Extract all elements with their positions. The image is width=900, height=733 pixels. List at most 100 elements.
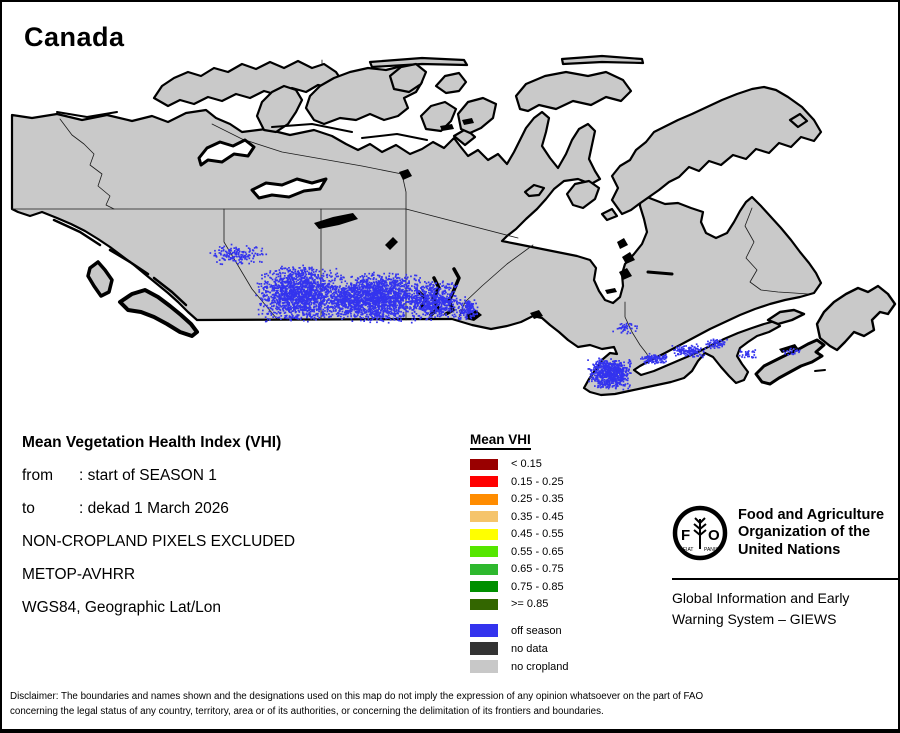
fao-logo-icon: F O FIAT PANIS bbox=[672, 505, 728, 561]
vhi-legend-row: < 0.15 bbox=[470, 458, 569, 470]
info-to: to : dekad 1 March 2026 bbox=[22, 500, 295, 517]
arctic-coast-texture bbox=[56, 111, 428, 141]
queen-maud-islands bbox=[440, 118, 474, 131]
vhi-legend-row: 0.35 - 0.45 bbox=[470, 511, 569, 523]
vhi-legend-row: 0.65 - 0.75 bbox=[470, 563, 569, 575]
other-legend-row: no data bbox=[470, 642, 569, 655]
giews-line1: Global Information and Early bbox=[672, 590, 850, 606]
haida-gwaii bbox=[86, 260, 114, 298]
fao-org-name: Food and Agriculture Organization of the… bbox=[738, 507, 884, 560]
southampton-island bbox=[565, 179, 601, 210]
mainland-landmass bbox=[10, 108, 823, 397]
great-bear-lake bbox=[197, 138, 256, 167]
vhi-legend-row: >= 0.85 bbox=[470, 598, 569, 610]
legend-label: 0.15 - 0.25 bbox=[511, 475, 564, 488]
info-to-value: : dekad 1 March 2026 bbox=[79, 500, 229, 517]
info-note-sensor: METOP-AVHRR bbox=[22, 566, 136, 583]
legend-swatch bbox=[470, 598, 498, 610]
legend-label: 0.65 - 0.75 bbox=[511, 563, 564, 575]
somerset-island bbox=[456, 96, 498, 135]
legend-swatch bbox=[470, 493, 498, 505]
other-legend-rows: off season no data no cropland bbox=[470, 624, 569, 673]
legend-label: 0.25 - 0.35 bbox=[511, 493, 564, 505]
coats-island bbox=[600, 207, 619, 222]
info-from-value: : start of SEASON 1 bbox=[79, 467, 217, 484]
fao-divider bbox=[672, 578, 898, 580]
legend-swatch bbox=[470, 546, 498, 557]
sable-island bbox=[814, 369, 826, 372]
info-block: Mean Vegetation Health Index (VHI) from:… bbox=[22, 434, 295, 632]
disclaimer-line1: Disclaimer: The boundaries and names sho… bbox=[10, 691, 704, 702]
fao-org-line1: Food and Agriculture bbox=[738, 506, 885, 523]
legend-label: 0.45 - 0.55 bbox=[511, 528, 564, 540]
giews-caption: Global Information and Early Warning Sys… bbox=[672, 588, 898, 630]
newfoundland-island bbox=[815, 284, 897, 352]
vhi-legend-row: 0.15 - 0.25 bbox=[470, 476, 569, 488]
bylot-island bbox=[788, 112, 809, 129]
great-slave-lake bbox=[250, 177, 328, 200]
legend-label: < 0.15 bbox=[511, 458, 542, 470]
legend-swatch bbox=[470, 642, 498, 655]
fao-motto-panis: PANIS bbox=[704, 547, 719, 553]
fao-letter-o: O bbox=[708, 527, 720, 544]
off-season-cluster-alberta-main bbox=[255, 264, 345, 323]
top-sliver-2 bbox=[560, 54, 645, 66]
anticosti-island bbox=[766, 308, 806, 326]
vhi-legend: Mean VHI < 0.15 0.15 - 0.25 0.25 - 0.35 0.3… bbox=[470, 432, 569, 678]
other-legend-row: no cropland bbox=[470, 660, 569, 673]
fao-org-line3: United Nations bbox=[738, 541, 841, 558]
legend-label: 0.35 - 0.45 bbox=[511, 510, 564, 523]
devon-island bbox=[514, 70, 633, 113]
legend-label: no cropland bbox=[511, 660, 569, 673]
info-from-label: from bbox=[22, 467, 53, 484]
off-season-cluster-maritimes-1 bbox=[738, 349, 757, 359]
off-season-cluster-peace-river bbox=[209, 243, 268, 266]
legend-label: off season bbox=[511, 624, 562, 637]
off-season-cluster-manitoba bbox=[409, 280, 460, 321]
off-season-cluster-manitoba-east bbox=[456, 296, 479, 321]
fjord-texture bbox=[52, 218, 188, 307]
top-sliver-1 bbox=[368, 56, 469, 69]
legend-swatch bbox=[470, 528, 498, 540]
fao-block: F O FIAT PANIS Food and Agriculture Orga… bbox=[672, 505, 898, 630]
baffin-island bbox=[610, 85, 823, 216]
arctic-islands bbox=[152, 54, 823, 222]
disclaimer-line2: concerning the legal status of any count… bbox=[10, 705, 604, 717]
legend-swatch bbox=[470, 624, 498, 637]
lake-nipigon bbox=[530, 310, 543, 319]
vancouver-island bbox=[118, 288, 199, 338]
offshore-island-chain bbox=[646, 270, 674, 276]
pacific-coast-features bbox=[52, 218, 199, 338]
lake-athabasca bbox=[314, 213, 358, 229]
reindeer-lake bbox=[385, 237, 398, 250]
akimiski-island bbox=[605, 288, 617, 294]
off-season-cluster-ottawa-valley bbox=[612, 322, 638, 335]
legend-label: 0.75 - 0.85 bbox=[511, 580, 564, 593]
legend-swatch bbox=[470, 476, 498, 487]
info-note-cropland: NON-CROPLAND PIXELS EXCLUDED bbox=[22, 533, 296, 550]
off-season-cluster-maritimes-2 bbox=[782, 347, 801, 356]
legend-title: Mean VHI bbox=[470, 432, 531, 450]
dubawnt-lake bbox=[399, 169, 412, 180]
disclaimer: Disclaimer: The boundaries and names sho… bbox=[10, 690, 894, 719]
legend-label: no data bbox=[511, 642, 548, 655]
bathurst-island bbox=[388, 62, 428, 94]
belcher-islands bbox=[617, 238, 635, 280]
mansel-island bbox=[523, 183, 546, 198]
legend-swatch bbox=[470, 563, 498, 575]
vhi-legend-row: 0.55 - 0.65 bbox=[470, 546, 569, 558]
fao-org-line2: Organization of the bbox=[738, 524, 871, 541]
vhi-legend-row: 0.45 - 0.55 bbox=[470, 528, 569, 540]
nova-scotia bbox=[754, 338, 826, 386]
giews-line2: Warning System – GIEWS bbox=[672, 611, 837, 627]
fao-motto-fiat: FIAT bbox=[683, 547, 693, 553]
fao-letter-f: F bbox=[681, 527, 690, 544]
off-season-pixels bbox=[209, 243, 801, 391]
info-to-label: to bbox=[22, 500, 35, 517]
legend-swatch bbox=[470, 581, 498, 592]
page-title: Canada bbox=[24, 22, 125, 52]
off-season-cluster-ontario-south bbox=[587, 357, 632, 391]
vhi-legend-row: 0.75 - 0.85 bbox=[470, 581, 569, 593]
vhi-legend-row: 0.25 - 0.35 bbox=[470, 493, 569, 505]
